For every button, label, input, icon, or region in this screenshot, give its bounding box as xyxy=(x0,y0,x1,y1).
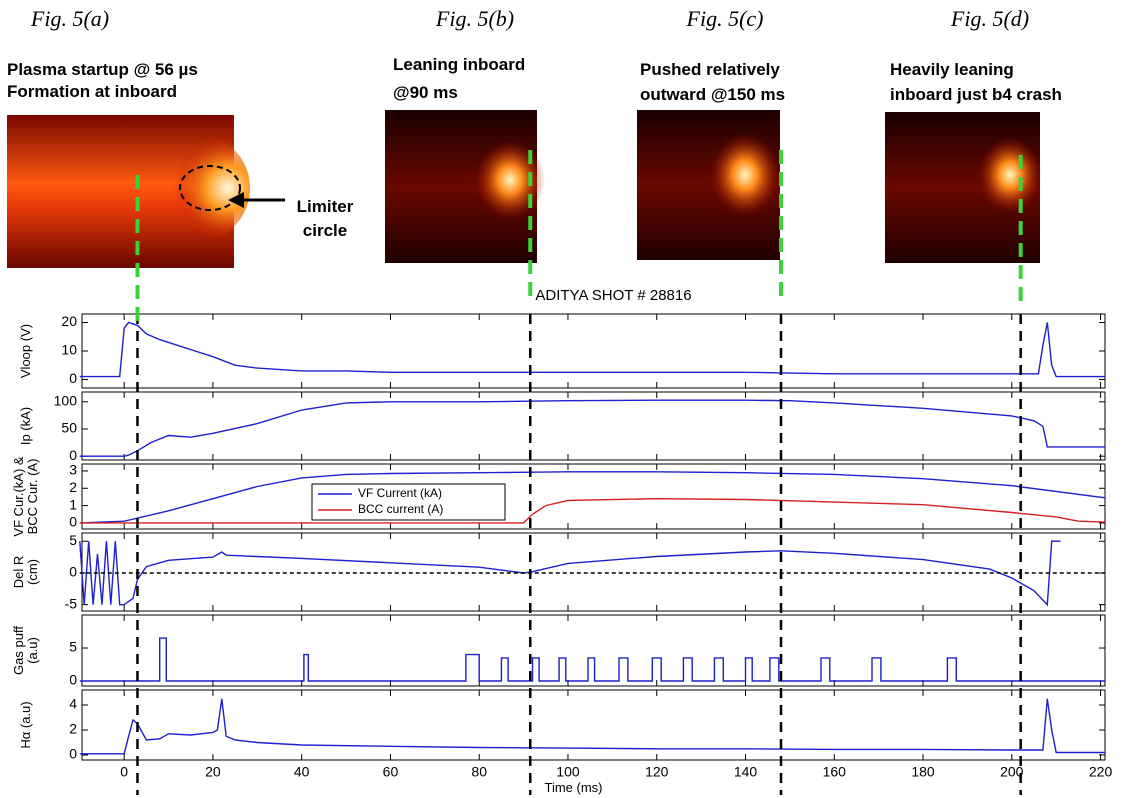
legend-label: VF Current (kA) xyxy=(358,486,442,500)
y-tick-label: 100 xyxy=(54,392,78,408)
y-tick-label: 0 xyxy=(69,672,77,688)
x-tick-label: 220 xyxy=(1089,764,1113,780)
photos xyxy=(7,110,1042,268)
y-axis-label: (cm) xyxy=(25,559,40,585)
photo-c-glow xyxy=(710,133,780,217)
y-tick-label: 5 xyxy=(69,639,77,655)
y-tick-label: 0 xyxy=(69,370,77,386)
figure-label: Fig. 5(b) xyxy=(435,6,514,31)
plot-frame xyxy=(82,392,1105,460)
y-tick-label: 0 xyxy=(69,564,77,580)
y-axis-label: BCC Cur. (A) xyxy=(25,459,40,535)
figure-label: Fig. 5(a) xyxy=(30,6,109,31)
plot-frame xyxy=(82,615,1105,686)
y-tick-label: 50 xyxy=(61,420,77,436)
y-tick-label: 20 xyxy=(61,313,77,329)
y-tick-label: 4 xyxy=(69,696,77,712)
y-tick-label: 2 xyxy=(69,479,77,495)
y-tick-label: 0 xyxy=(69,746,77,762)
x-tick-label: 60 xyxy=(383,764,399,780)
x-axis-label: Time (ms) xyxy=(544,780,602,795)
plot-frame xyxy=(82,314,1105,388)
y-tick-label: 3 xyxy=(69,462,77,478)
y-tick-label: 0 xyxy=(69,514,77,530)
x-tick-label: 160 xyxy=(823,764,847,780)
plot-frame xyxy=(82,464,1105,529)
y-tick-label: -5 xyxy=(65,595,78,611)
caption: @90 ms xyxy=(393,83,458,102)
x-tick-label: 40 xyxy=(294,764,310,780)
y-tick-label: 0 xyxy=(69,447,77,463)
photo-d-glow xyxy=(978,137,1042,213)
x-tick-label: 100 xyxy=(556,764,580,780)
annotation: circle xyxy=(303,221,347,240)
y-axis-label: Del R xyxy=(11,556,26,589)
y-tick-label: 10 xyxy=(61,342,77,358)
x-tick-label: 140 xyxy=(734,764,758,780)
y-tick-label: 1 xyxy=(69,496,77,512)
caption: Plasma startup @ 56 µs xyxy=(7,60,198,79)
y-axis-label: Vloop (V) xyxy=(18,324,33,378)
x-tick-label: 180 xyxy=(911,764,935,780)
x-tick-label: 20 xyxy=(205,764,221,780)
figure: Limiter circle Fig. 5(a) Plasma startup @… xyxy=(0,0,1122,798)
chart-title: ADITYA SHOT # 28816 xyxy=(535,287,691,304)
y-tick-label: 2 xyxy=(69,721,77,737)
plot-frame xyxy=(82,533,1105,611)
photo-b-glow xyxy=(475,140,545,220)
y-axis-label: Ip (kA) xyxy=(18,407,33,445)
x-tick-label: 0 xyxy=(120,764,128,780)
photo-a-glow xyxy=(140,133,250,243)
caption: Leaning inboard xyxy=(393,55,525,74)
caption: Formation at inboard xyxy=(7,82,177,101)
y-tick-label: 5 xyxy=(69,532,77,548)
caption: outward @150 ms xyxy=(640,85,785,104)
figure-label: Fig. 5(c) xyxy=(686,6,764,31)
caption: Heavily leaning xyxy=(890,60,1014,79)
y-axis-label: Hα (a.u) xyxy=(18,701,33,748)
caption: inboard just b4 crash xyxy=(890,85,1062,104)
x-tick-label: 80 xyxy=(471,764,487,780)
legend-label: BCC current (A) xyxy=(358,502,443,516)
y-axis-label: Gas puff xyxy=(11,626,26,675)
x-tick-label: 120 xyxy=(645,764,669,780)
annotation: Limiter xyxy=(297,197,354,216)
figure-label: Fig. 5(d) xyxy=(950,6,1029,31)
y-axis-label: (a.u) xyxy=(25,637,40,664)
caption: Pushed relatively xyxy=(640,60,780,79)
y-axis-label: VF Cur.(kA) & xyxy=(11,456,26,537)
